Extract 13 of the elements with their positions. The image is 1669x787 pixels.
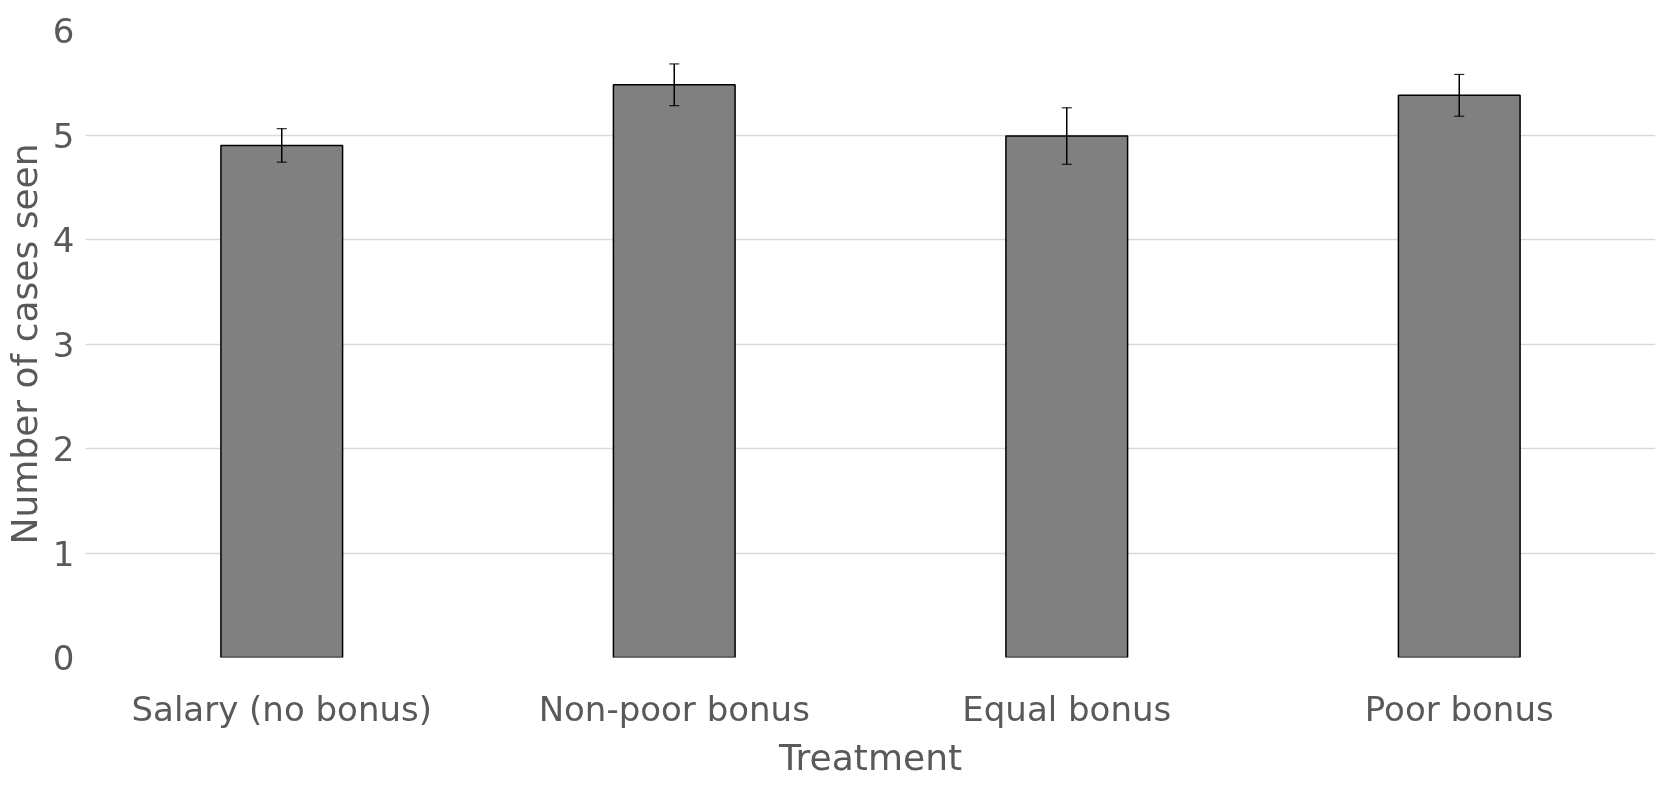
y-tick-label: 3 — [52, 324, 75, 365]
y-tick-label: 0 — [52, 638, 75, 678]
y-tick-label: 6 — [52, 11, 75, 51]
y-tick-label: 2 — [52, 429, 75, 469]
y-axis-title: Number of cases seen — [3, 143, 45, 545]
x-tick-label: Salary (no bonus) — [131, 688, 433, 729]
y-tick-label: 4 — [52, 220, 75, 260]
y-tick-label: 1 — [52, 533, 75, 574]
x-tick-label: Equal bonus — [962, 688, 1172, 729]
x-tick-label: Poor bonus — [1364, 688, 1554, 729]
x-tick-label: Non-poor bonus — [538, 688, 810, 729]
x-axis-title: Treatment — [777, 736, 963, 778]
y-tick-label: 5 — [52, 115, 75, 156]
